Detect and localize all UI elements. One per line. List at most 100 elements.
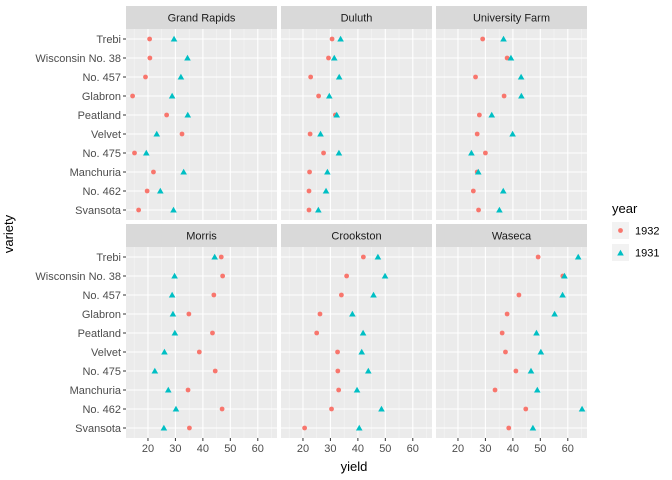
strip-crookston — [281, 224, 432, 247]
point-1931-manchuria — [324, 168, 331, 175]
point-1932-no-475 — [513, 368, 519, 374]
point-1931-wisconsin-no-38 — [171, 272, 178, 279]
x-tick-label: 50 — [534, 443, 546, 455]
point-1932-no-457 — [308, 74, 314, 80]
point-1932-svansota — [187, 425, 192, 431]
y-tick-label: No. 457 — [82, 290, 121, 302]
point-1931-trebi — [211, 253, 218, 260]
panels-layer: Grand Rapids Trebi Wisconsin No. 38 No. 457… — [35, 6, 587, 455]
x-tick-label: 30 — [169, 443, 181, 455]
x-tick-label: 60 — [562, 443, 574, 455]
point-1931-no-462 — [157, 187, 164, 194]
point-1932-no-475 — [483, 150, 488, 156]
y-tick-label: Svansota — [75, 205, 122, 217]
point-1931-trebi — [500, 35, 507, 42]
point-1931-manchuria — [534, 386, 541, 393]
x-tick-label: 60 — [407, 443, 419, 455]
plot-bg-morris — [126, 247, 277, 438]
point-1932-velvet — [503, 349, 508, 355]
point-1931-no-475 — [527, 367, 535, 374]
point-1932-glabron — [501, 93, 507, 99]
point-1932-no-462 — [329, 406, 334, 412]
point-1932-no-457 — [516, 292, 522, 298]
legend: year 1932 1931 — [612, 201, 659, 261]
y-tick-label: No. 462 — [82, 404, 121, 416]
point-1932-trebi — [218, 254, 224, 260]
point-1932-glabron — [130, 93, 135, 99]
point-1932-wisconsin-no-38 — [220, 273, 226, 279]
strip-grand-rapids — [126, 6, 277, 29]
point-1932-manchuria — [185, 387, 191, 393]
point-1931-no-457 — [168, 291, 176, 298]
point-1931-wisconsin-no-38 — [330, 54, 338, 61]
point-1931-trebi — [374, 253, 382, 260]
legend-key-triangle — [617, 249, 624, 256]
point-1931-manchuria — [180, 168, 187, 175]
point-1931-no-462 — [172, 405, 180, 412]
x-tick-label: 30 — [479, 443, 491, 455]
point-1932-svansota — [476, 207, 481, 213]
x-tick-label: 30 — [324, 443, 336, 455]
point-1932-velvet — [474, 131, 480, 137]
point-1932-peatland — [476, 112, 482, 118]
point-1931-wisconsin-no-38 — [184, 54, 191, 61]
point-1932-no-457 — [211, 292, 217, 298]
point-1932-manchuria — [307, 169, 312, 175]
point-1932-svansota — [136, 207, 142, 213]
point-1931-glabron — [349, 310, 356, 317]
point-1931-no-475 — [335, 149, 343, 156]
point-1932-no-475 — [132, 150, 137, 156]
plot-bg-university-farm — [436, 29, 587, 220]
point-1932-glabron — [186, 311, 192, 317]
point-1931-no-475 — [151, 367, 159, 374]
point-1932-velvet — [307, 131, 313, 137]
plot-bg-crookston — [281, 247, 432, 438]
plot-bg-grand-rapids — [126, 29, 277, 220]
point-1932-trebi — [329, 36, 335, 42]
y-tick-label: Peatland — [78, 328, 121, 340]
point-1931-no-475 — [365, 367, 372, 374]
point-1931-trebi — [337, 35, 344, 42]
y-tick-label: Trebi — [96, 252, 121, 264]
x-tick-label: 40 — [352, 443, 364, 455]
point-1932-trebi — [147, 36, 153, 42]
x-tick-label: 40 — [197, 443, 209, 455]
point-1932-svansota — [306, 207, 312, 213]
point-1932-svansota — [302, 425, 308, 431]
point-1931-trebi — [574, 253, 582, 260]
plot-bg-waseca — [436, 247, 587, 438]
point-1931-manchuria — [474, 168, 482, 175]
point-1932-peatland — [210, 330, 215, 336]
x-tick-label: 50 — [224, 443, 236, 455]
y-tick-label: Glabron — [82, 91, 121, 103]
point-1931-no-462 — [322, 187, 330, 194]
point-1932-manchuria — [151, 169, 156, 175]
strip-morris — [126, 224, 277, 247]
point-1932-glabron — [504, 311, 510, 317]
point-1931-wisconsin-no-38 — [561, 272, 568, 279]
strip-duluth — [281, 6, 432, 29]
y-tick-label: Svansota — [75, 423, 122, 435]
point-1931-svansota — [315, 206, 322, 213]
point-1932-wisconsin-no-38 — [504, 55, 510, 61]
legend-key-circle — [618, 228, 623, 233]
point-1932-no-462 — [144, 188, 150, 194]
point-1931-peatland — [359, 329, 367, 336]
point-1931-velvet — [161, 348, 168, 355]
point-1931-no-457 — [177, 73, 185, 80]
point-1932-no-457 — [339, 292, 344, 298]
strip-label-university-farm: University Farm — [473, 13, 550, 25]
legend-label-1931: 1931 — [635, 248, 659, 260]
point-1932-manchuria — [492, 387, 498, 393]
point-1932-no-462 — [523, 406, 529, 412]
panel-waseca: Waseca 20 30 40 50 60 — [436, 224, 587, 455]
point-1932-glabron — [317, 311, 323, 317]
point-1931-glabron — [518, 92, 525, 99]
legend-label-1932: 1932 — [635, 226, 659, 238]
point-1932-peatland — [164, 112, 170, 118]
point-1931-no-462 — [578, 405, 586, 412]
y-tick-label: Manchuria — [70, 167, 122, 179]
point-1932-trebi — [535, 254, 541, 260]
point-1931-no-462 — [378, 405, 385, 412]
